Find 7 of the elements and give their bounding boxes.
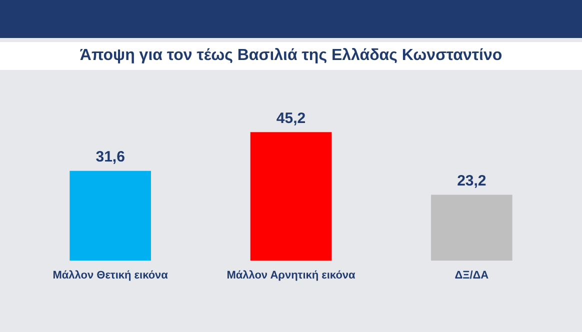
x-tick-label: Μάλλον Αρνητική εικόνα — [226, 269, 356, 282]
data-label: 23,2 — [457, 172, 486, 190]
data-label: 31,6 — [96, 148, 125, 166]
x-tick-label: ΔΞ/ΔΑ — [454, 269, 489, 282]
chart-title: Άποψη για τον τέως Βασιλιά της Ελλάδας Κωνσταντίνο — [80, 47, 502, 65]
data-label: 45,2 — [276, 110, 306, 127]
x-tick-label: Μάλλον Θετική εικόνα — [52, 269, 168, 282]
